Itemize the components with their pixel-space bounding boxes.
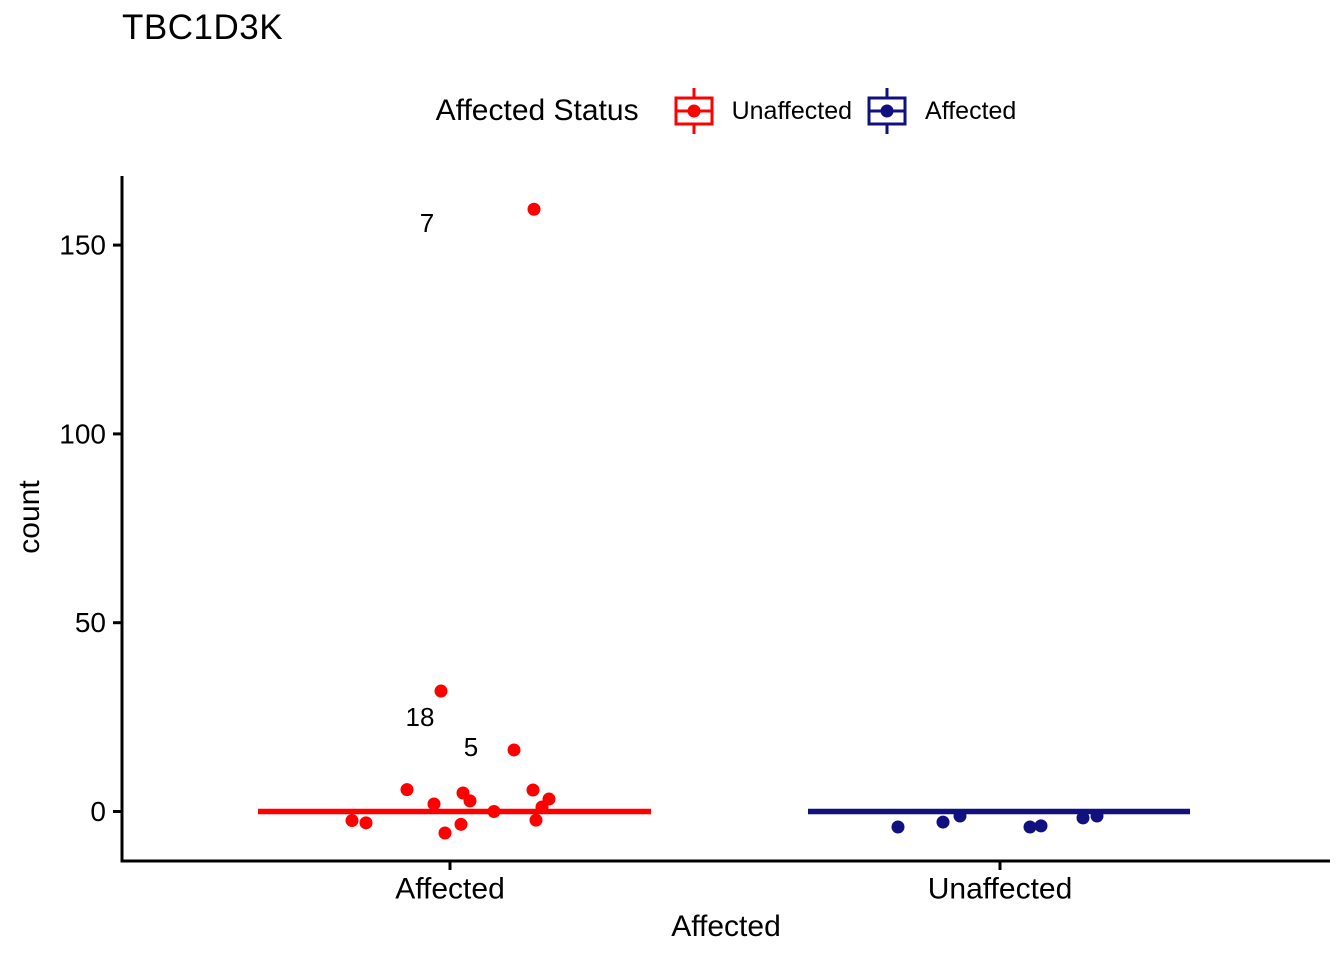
data-point bbox=[434, 684, 448, 698]
data-point bbox=[463, 794, 477, 808]
y-tick-label: 0 bbox=[90, 796, 106, 827]
x-category-label: Affected bbox=[395, 873, 505, 906]
data-point bbox=[535, 800, 549, 814]
data-point bbox=[936, 815, 950, 829]
legend-entry-unaffected: Unaffected bbox=[671, 85, 852, 137]
data-point bbox=[1023, 820, 1037, 834]
boxplot-key-icon-red bbox=[674, 88, 714, 134]
y-tick-label: 100 bbox=[59, 418, 106, 449]
data-point bbox=[953, 809, 967, 823]
data-point bbox=[359, 816, 373, 830]
data-point bbox=[527, 202, 541, 216]
data-point bbox=[427, 797, 441, 811]
data-point bbox=[507, 743, 521, 757]
legend-entry-affected: Affected bbox=[864, 85, 1016, 137]
data-point bbox=[1090, 809, 1104, 823]
data-point bbox=[529, 813, 543, 827]
data-point bbox=[1034, 819, 1048, 833]
chart-title: TBC1D3K bbox=[122, 8, 284, 47]
legend-label-unaffected: Unaffected bbox=[731, 96, 853, 125]
data-point bbox=[454, 817, 468, 831]
y-tick-label: 50 bbox=[75, 607, 106, 638]
data-point bbox=[345, 814, 359, 828]
data-point bbox=[1076, 811, 1090, 825]
data-point bbox=[400, 783, 414, 797]
data-point bbox=[438, 826, 452, 840]
y-tick-label: 150 bbox=[59, 230, 106, 261]
legend-label-affected: Affected bbox=[925, 96, 1017, 125]
data-point bbox=[891, 820, 905, 834]
boxplot-key-icon-navy bbox=[867, 88, 907, 134]
x-category-label: Unaffected bbox=[928, 873, 1073, 906]
legend-title: Affected Status bbox=[435, 94, 639, 127]
point-label: 5 bbox=[464, 732, 478, 762]
legend: Affected Status Unaffected Affected bbox=[122, 84, 1330, 138]
y-axis-title: count bbox=[13, 480, 46, 554]
data-point bbox=[487, 805, 501, 818]
data-point bbox=[526, 783, 540, 797]
point-label: 7 bbox=[420, 208, 434, 238]
x-axis-title: Affected bbox=[671, 910, 781, 943]
point-label: 18 bbox=[406, 702, 435, 732]
